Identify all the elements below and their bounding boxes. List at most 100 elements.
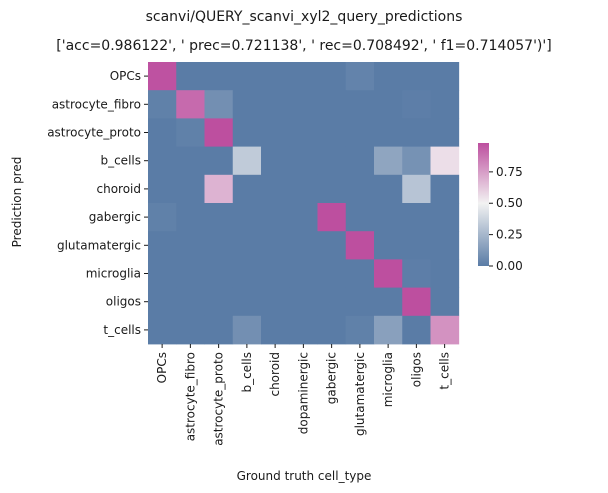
- heatmap-cell: [176, 203, 205, 232]
- heatmap-cell: [345, 231, 375, 260]
- heatmap-cell: [232, 90, 262, 119]
- colorbar-tick-label: 0.00: [496, 259, 523, 273]
- heatmap-cell: [374, 287, 403, 317]
- y-tick-label: microglia: [86, 267, 141, 281]
- heatmap-cell: [374, 118, 403, 147]
- heatmap-cell: [176, 174, 205, 204]
- heatmap-cell: [148, 174, 177, 204]
- heatmap-cell: [261, 90, 290, 119]
- x-tick-label: dopaminergic: [296, 352, 310, 434]
- heatmap-cell: [345, 62, 375, 91]
- heatmap-cell: [232, 146, 262, 176]
- y-tick-label: oligos: [106, 295, 141, 309]
- heatmap-cell: [430, 118, 460, 147]
- y-tick-label: gabergic: [89, 210, 141, 224]
- heatmap-cell: [176, 315, 205, 345]
- heatmap-cell: [148, 315, 177, 345]
- heatmap-cell: [317, 315, 347, 345]
- colorbar-tick-label: 0.50: [496, 196, 523, 210]
- heatmap-cell: [402, 90, 431, 119]
- heatmap-cell: [148, 90, 177, 119]
- y-tick-label: choroid: [96, 182, 141, 196]
- x-tick-label: glutamatergic: [353, 352, 367, 436]
- heatmap-cell: [402, 203, 431, 232]
- heatmap-cell: [176, 90, 205, 119]
- y-axis-label: Prediction pred: [10, 157, 24, 248]
- heatmap-cell: [345, 174, 375, 204]
- heatmap-cell: [204, 315, 234, 345]
- heatmap-cell: [176, 62, 205, 91]
- heatmap-cell: [402, 174, 431, 204]
- heatmap-cell: [317, 287, 347, 317]
- heatmap-cell: [176, 287, 205, 317]
- heatmap-cell: [261, 231, 290, 260]
- heatmap-cell: [317, 174, 347, 204]
- heatmap-cell: [430, 62, 460, 91]
- heatmap-cell: [430, 287, 460, 317]
- heatmap-cell: [232, 287, 262, 317]
- heatmap-cell: [204, 146, 234, 176]
- heatmap-cell: [148, 62, 177, 91]
- heatmap-cell: [232, 315, 262, 345]
- y-tick-label: OPCs: [110, 69, 141, 83]
- x-tick-label: choroid: [268, 352, 282, 397]
- heatmap-cell: [148, 146, 177, 176]
- heatmap-cell: [261, 287, 290, 317]
- heatmap-cell: [232, 118, 262, 147]
- heatmap-cell: [374, 146, 403, 176]
- heatmap-cell: [261, 118, 290, 147]
- heatmap-cell: [232, 231, 262, 260]
- heatmap-cell: [317, 203, 347, 232]
- heatmap-cell: [204, 203, 234, 232]
- heatmap-cell: [204, 118, 234, 147]
- x-tick-labels: OPCs astrocyte_fibro astrocyte_proto b_cell…: [155, 344, 452, 446]
- heatmap-cell: [402, 287, 431, 317]
- heatmap-cell: [317, 90, 347, 119]
- heatmap-cell: [289, 287, 318, 317]
- heatmap-cell: [345, 203, 375, 232]
- heatmap-cell: [176, 259, 205, 288]
- heatmap-cell: [148, 287, 177, 317]
- heatmap-cell: [289, 259, 318, 288]
- heatmap-cell: [345, 146, 375, 176]
- x-tick-label: gabergic: [325, 352, 339, 404]
- x-tick-label: OPCs: [155, 352, 169, 383]
- heatmap-cell: [232, 259, 262, 288]
- heatmap-cell: [232, 203, 262, 232]
- heatmap-cell: [148, 118, 177, 147]
- heatmap-cell: [232, 62, 262, 91]
- heatmap-cell: [204, 231, 234, 260]
- heatmap-cell: [374, 90, 403, 119]
- heatmap-cell: [374, 259, 403, 288]
- heatmap-cell: [261, 315, 290, 345]
- heatmap-cell: [374, 174, 403, 204]
- heatmap-cell: [289, 118, 318, 147]
- heatmap-cell: [261, 203, 290, 232]
- heatmap-cell: [261, 259, 290, 288]
- heatmap-cell: [176, 231, 205, 260]
- heatmap-cell: [204, 62, 234, 91]
- colorbar-ticks: 0.00 0.25 0.50 0.75: [489, 165, 523, 273]
- chart-subtitle: ['acc=0.986122', ' prec=0.721138', ' rec…: [56, 38, 552, 54]
- y-tick-labels: OPCs astrocyte_fibro astrocyte_proto b_cell…: [47, 69, 148, 337]
- heatmap-cell: [261, 146, 290, 176]
- heatmap-cell: [402, 259, 431, 288]
- heatmap-cell: [345, 287, 375, 317]
- x-tick-label: microglia: [381, 352, 395, 407]
- heatmap-cell: [148, 259, 177, 288]
- y-tick-label: b_cells: [100, 154, 141, 168]
- heatmap-cell: [289, 90, 318, 119]
- heatmap-cell: [204, 287, 234, 317]
- heatmap-cell: [430, 203, 460, 232]
- heatmap-cell: [430, 146, 460, 176]
- heatmap-cell: [176, 118, 205, 147]
- heatmap-cell: [317, 259, 347, 288]
- heatmap-cell: [430, 259, 460, 288]
- heatmap-cell: [430, 174, 460, 204]
- heatmap-cell: [289, 203, 318, 232]
- x-tick-label: astrocyte_fibro: [183, 352, 197, 441]
- heatmap-cell: [148, 231, 177, 260]
- heatmap-cell: [204, 259, 234, 288]
- heatmap-cell: [345, 90, 375, 119]
- y-tick-label: glutamatergic: [57, 238, 141, 252]
